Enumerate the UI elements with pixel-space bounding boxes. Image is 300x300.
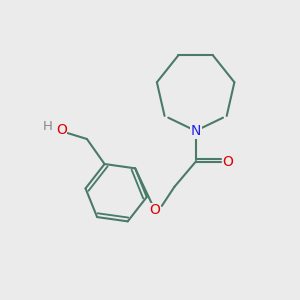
- Text: O: O: [56, 123, 67, 137]
- Text: O: O: [149, 203, 160, 218]
- Text: N: N: [190, 124, 201, 138]
- Text: H: H: [43, 120, 52, 133]
- Text: O: O: [223, 155, 233, 169]
